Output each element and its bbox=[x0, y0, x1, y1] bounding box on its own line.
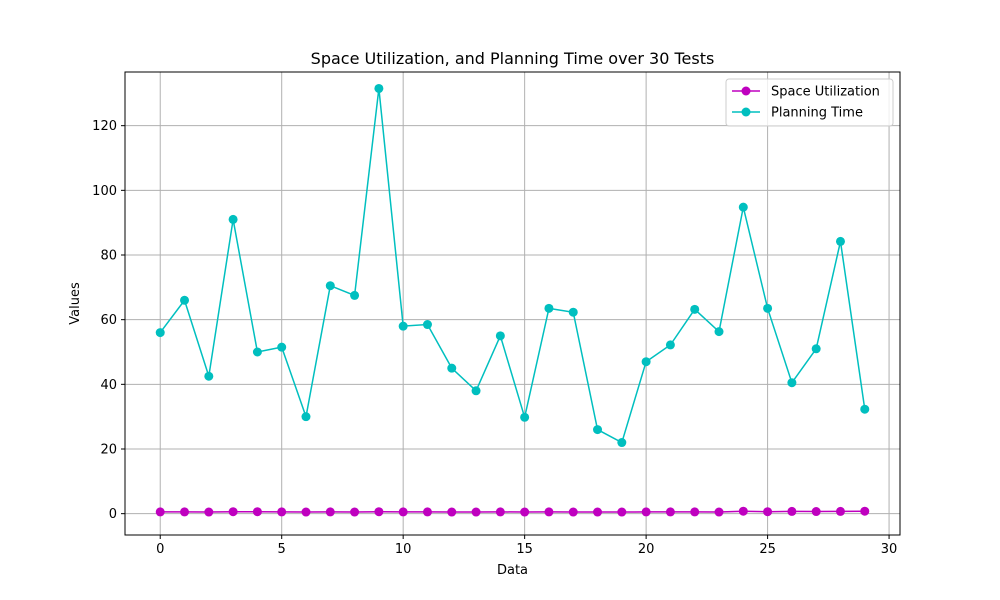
planning-time-point bbox=[593, 425, 603, 435]
planning-time-point bbox=[738, 202, 748, 212]
planning-time-point bbox=[252, 347, 262, 357]
x-tick-label: 30 bbox=[881, 542, 898, 557]
space-utilization-point bbox=[787, 506, 797, 516]
space-utilization-point bbox=[617, 507, 627, 517]
series bbox=[155, 83, 870, 517]
planning-time-point bbox=[374, 83, 384, 93]
planning-time-point bbox=[447, 363, 457, 373]
y-axis-label: Values bbox=[68, 282, 83, 325]
space-utilization-point bbox=[835, 506, 845, 516]
planning-time-series bbox=[155, 83, 870, 448]
space-utilization-point bbox=[301, 507, 311, 517]
planning-time-point bbox=[544, 303, 554, 313]
y-tick-label: 120 bbox=[92, 119, 117, 134]
x-tick-label: 25 bbox=[759, 542, 776, 557]
space-utilization-point bbox=[374, 507, 384, 517]
planning-time-point bbox=[665, 340, 675, 350]
planning-time-point bbox=[325, 281, 335, 291]
space-utilization-point bbox=[714, 507, 724, 517]
space-utilization-point bbox=[471, 507, 481, 517]
space-utilization-point bbox=[325, 507, 335, 517]
x-tick-label: 5 bbox=[278, 542, 286, 557]
planning-time-point bbox=[568, 307, 578, 317]
space-utilization-point bbox=[228, 507, 238, 517]
y-tick-label: 100 bbox=[92, 184, 117, 199]
space-utilization-point bbox=[155, 507, 165, 517]
x-axis-label: Data bbox=[497, 563, 528, 578]
x-tick-label: 10 bbox=[395, 542, 412, 557]
axis-ticks: 0 5 10 15 20 25 30 0 20 40 60 80 100 120 bbox=[92, 119, 897, 557]
legend-planning-time-marker bbox=[741, 107, 751, 117]
space-utilization-series bbox=[155, 506, 870, 517]
space-utilization-point bbox=[180, 507, 190, 517]
planning-time-point bbox=[787, 378, 797, 388]
x-tick-label: 15 bbox=[516, 542, 533, 557]
legend-box bbox=[725, 78, 894, 127]
y-tick-label: 20 bbox=[100, 442, 117, 457]
chart-title: Space Utilization, and Planning Time ove… bbox=[311, 49, 715, 68]
legend: Space Utilization Planning Time bbox=[725, 78, 894, 127]
planning-time-point bbox=[471, 386, 481, 396]
space-utilization-point bbox=[665, 507, 675, 517]
space-utilization-point bbox=[398, 507, 408, 517]
space-utilization-point bbox=[690, 507, 700, 517]
space-utilization-point bbox=[277, 507, 287, 517]
space-utilization-point bbox=[204, 507, 214, 517]
legend-planning-time-label: Planning Time bbox=[771, 106, 863, 121]
space-utilization-line bbox=[160, 510, 865, 513]
planning-time-point bbox=[495, 331, 505, 341]
planning-time-point bbox=[301, 412, 311, 422]
space-utilization-point bbox=[495, 507, 505, 517]
y-tick-label: 80 bbox=[100, 249, 117, 264]
space-utilization-point bbox=[422, 507, 432, 517]
space-utilization-point bbox=[641, 507, 651, 517]
space-utilization-point bbox=[350, 507, 360, 517]
planning-time-point bbox=[617, 438, 627, 448]
planning-time-point bbox=[228, 214, 238, 224]
space-utilization-point bbox=[738, 506, 748, 516]
plot-area-frame bbox=[124, 71, 901, 536]
legend-space-utilization-marker bbox=[741, 86, 751, 96]
space-utilization-point bbox=[860, 506, 870, 516]
legend-space-utilization-label: Space Utilization bbox=[771, 85, 880, 100]
planning-time-point bbox=[398, 321, 408, 331]
y-tick-label: 0 bbox=[109, 507, 117, 522]
planning-time-point bbox=[277, 342, 287, 352]
planning-time-point bbox=[641, 357, 651, 367]
planning-time-point bbox=[155, 328, 165, 338]
y-tick-label: 40 bbox=[100, 378, 117, 393]
planning-time-point bbox=[204, 371, 214, 381]
planning-time-point bbox=[811, 344, 821, 354]
planning-time-point bbox=[350, 290, 360, 300]
space-utilization-point bbox=[568, 507, 578, 517]
planning-time-point bbox=[520, 412, 530, 422]
space-utilization-point bbox=[811, 507, 821, 517]
space-utilization-point bbox=[544, 507, 554, 517]
planning-time-point bbox=[690, 304, 700, 314]
space-utilization-point bbox=[252, 507, 262, 517]
planning-time-point bbox=[180, 295, 190, 305]
planning-time-point bbox=[714, 327, 724, 337]
planning-time-point bbox=[835, 236, 845, 246]
y-tick-label: 60 bbox=[100, 313, 117, 328]
x-tick-label: 20 bbox=[638, 542, 655, 557]
space-utilization-point bbox=[593, 507, 603, 517]
x-tick-label: 0 bbox=[156, 542, 164, 557]
space-utilization-point bbox=[763, 507, 773, 517]
space-utilization-point bbox=[520, 507, 530, 517]
planning-time-point bbox=[422, 320, 432, 330]
planning-time-point bbox=[763, 303, 773, 313]
planning-time-point bbox=[860, 404, 870, 414]
space-utilization-point bbox=[447, 507, 457, 517]
